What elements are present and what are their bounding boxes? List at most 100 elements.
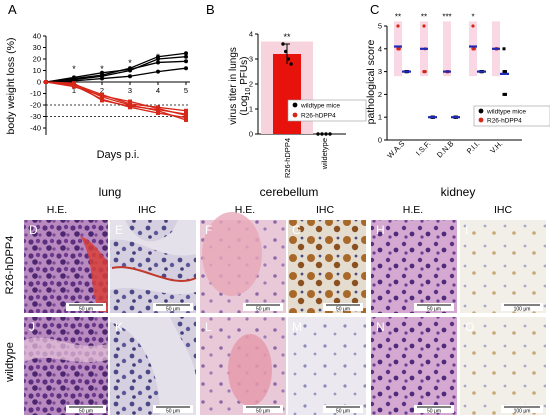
y-tick-label: 1 <box>249 105 253 114</box>
panel-c-legend-box <box>473 105 550 127</box>
panel-b-legend-box <box>287 99 367 122</box>
legend-marker-hdpp4 <box>292 112 298 118</box>
scale-bar: 50 μm <box>166 307 180 313</box>
stain-label-5: H.E. <box>403 204 423 216</box>
micrograph-letter: G <box>292 223 301 237</box>
panel-c-yticks: 5 4 3 2 1 0 <box>378 22 387 145</box>
y-tick-label: 1 <box>378 113 382 122</box>
data-point <box>128 101 132 106</box>
x-tick-label: 5 <box>184 86 188 95</box>
panel-c-significance: ** ** *** * <box>395 12 475 21</box>
stain-label-2: IHC <box>138 204 157 216</box>
data-point <box>156 111 160 116</box>
data-point <box>286 57 291 61</box>
data-point <box>128 99 132 104</box>
panel-b-significance: ** <box>283 32 291 42</box>
x-tick-label: 4 <box>156 86 160 95</box>
y-tick-label: 2 <box>378 90 382 99</box>
scale-bar: 50 μm <box>79 307 93 313</box>
data-point <box>100 98 104 103</box>
data-point <box>44 80 48 84</box>
scale-bar: 50 μm <box>427 307 441 313</box>
bar <box>273 54 301 134</box>
data-point <box>422 24 426 28</box>
scale-bar: 50 μm <box>166 409 180 415</box>
data-point <box>184 51 188 56</box>
data-point <box>100 92 104 97</box>
y-tick-label: -30 <box>30 112 41 121</box>
legend-label-wildtype: wildtype mice <box>300 103 340 110</box>
panel-c-legend: wildtype mice R26-hDPP4 <box>473 105 550 127</box>
scale-bar: 100 μm <box>514 307 531 313</box>
data-point <box>284 49 288 54</box>
micrograph-letter: D <box>29 223 38 237</box>
micrograph-g: G 50 μm <box>288 220 366 313</box>
micrograph-letter: F <box>205 223 212 237</box>
data-point <box>289 62 293 66</box>
data-point <box>156 69 160 74</box>
data-point <box>471 47 475 51</box>
data-point <box>504 70 507 74</box>
micrograph-m: M 50 μm <box>288 317 366 415</box>
legend-marker-wildtype <box>292 102 298 108</box>
scale-bar: 50 μm <box>256 409 270 415</box>
panel-b-yticks: 4 3 2 1 0 <box>249 30 258 139</box>
significance-star: * <box>184 52 188 62</box>
scale-bar: 100 μm <box>514 409 531 415</box>
y-tick-label: 20 <box>33 55 41 64</box>
scale-bar: 50 μm <box>336 409 350 415</box>
data-point <box>72 75 76 80</box>
error-band <box>443 21 451 77</box>
panel-b: B virus titer in lungs (Log10 PFUs) 4 3 2 1… <box>206 2 367 178</box>
data-point <box>100 76 104 81</box>
panel-letter-c: C <box>370 2 379 17</box>
panel-letter-b: B <box>206 2 215 17</box>
data-point <box>324 132 328 136</box>
data-point <box>128 67 132 72</box>
data-point <box>184 66 188 71</box>
category-label: I.S.F. <box>414 139 432 157</box>
y-tick-label: -20 <box>30 101 41 110</box>
row-label-wildtype: wildtype <box>4 342 16 383</box>
category-label: R26-hDPP4 <box>283 138 292 178</box>
significance-star: ** <box>395 12 401 21</box>
legend-label-wildtype: wildtype mice <box>486 109 526 116</box>
y-tick-label: 5 <box>378 22 382 31</box>
data-point <box>502 92 506 96</box>
scale-bar: 50 μm <box>427 409 441 415</box>
micrograph-l: L 50 μm <box>200 317 286 415</box>
significance-star: * <box>156 52 160 62</box>
stain-label-1: H.E. <box>47 204 67 216</box>
significance-star: ** <box>421 12 427 21</box>
y-tick-label: 4 <box>378 44 382 53</box>
panel-a: A body weight loss (%) 40 30 20 10 0 -10 -20 -3… <box>5 2 190 161</box>
significance-star: * <box>72 64 76 74</box>
panel-a-significance: * * * * * <box>72 52 188 74</box>
y-tick-label: 10 <box>33 66 41 75</box>
micrograph-letter: O <box>465 320 474 334</box>
row-label-hdpp4: R26-hDPP4 <box>4 236 16 295</box>
panel-b-legend: wildtype mice R26-hDPP4 <box>287 99 367 122</box>
y-tick-label: -10 <box>30 89 41 98</box>
category-label: W.A.S <box>385 139 406 160</box>
micrograph-i: I 100 μm <box>460 220 546 313</box>
data-point <box>471 24 475 28</box>
panel-b-ylabel-units: (Log10 PFUs) <box>239 57 252 116</box>
micrograph-letter: H <box>376 223 385 237</box>
data-point <box>281 42 285 46</box>
data-point <box>184 59 188 64</box>
micrograph-section: lung cerebellum kidney H.E. IHC H.E. IHC… <box>4 185 546 415</box>
legend-label-hdpp4: R26-hDPP4 <box>301 113 336 120</box>
micrograph-letter: J <box>29 320 35 334</box>
panel-b-ylabel: virus titer in lungs <box>228 47 239 125</box>
data-point <box>502 47 506 51</box>
y-tick-label: 3 <box>249 55 253 64</box>
series-line <box>45 56 187 83</box>
micrograph-letter: L <box>205 320 212 334</box>
panel-b-bars <box>261 41 332 136</box>
series-line <box>45 81 187 115</box>
panel-a-series <box>44 51 188 122</box>
data-point <box>316 132 320 136</box>
